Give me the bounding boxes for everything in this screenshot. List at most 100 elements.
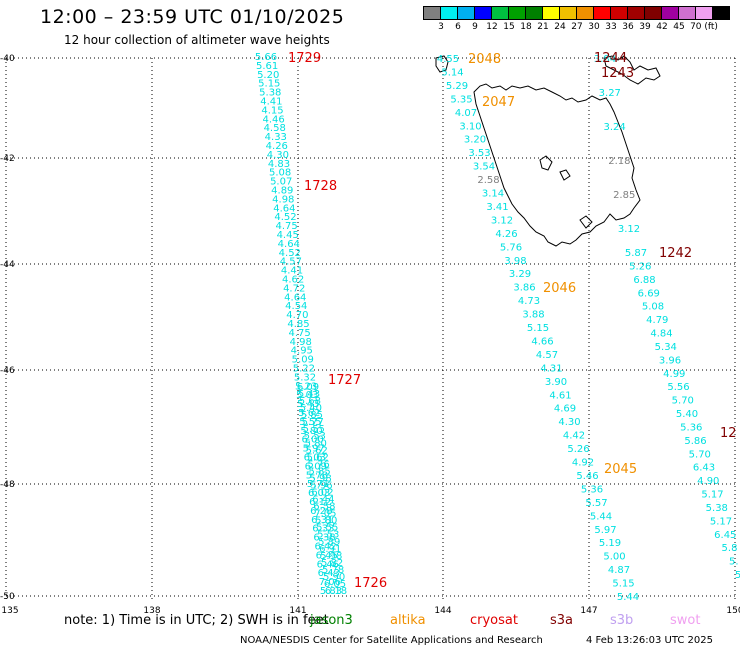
track-left-b-value: 6.09: [297, 382, 319, 393]
track-right-value: 5.: [729, 557, 739, 568]
track-left-a-value: 4.58: [264, 123, 286, 134]
king-island-outline: [435, 55, 449, 73]
track-left-a-value: 5.07: [270, 177, 292, 188]
track-left-b-value: 5.90: [323, 572, 345, 583]
track-left-a-value: 4.83: [268, 159, 290, 170]
track-left-a-value: 4.62: [282, 275, 304, 286]
wave-height-color-legend: [423, 6, 730, 20]
legend-label: 3: [438, 22, 444, 32]
longitude-label: 150: [726, 606, 740, 616]
track-left-a-value: 4.72: [283, 283, 305, 294]
track-left-a-value: 4.33: [265, 132, 287, 143]
legend-label: 70 (ft): [690, 22, 718, 32]
track-middle-value: 4.66: [531, 336, 553, 347]
track-right-top-value: 2.85: [613, 190, 635, 201]
track-left-a-value: 4.52: [279, 248, 301, 259]
track-left-a-value: 5.61: [256, 61, 278, 72]
track-right-value: 4.99: [663, 369, 685, 380]
track-right-value: 5.34: [655, 342, 677, 353]
track-left-a-value: 4.41: [260, 97, 282, 108]
track-right-value: 6.45: [714, 530, 736, 541]
track-left-a-value: 4.89: [271, 186, 293, 197]
latitude-label: -42: [0, 154, 15, 164]
track-right-value: 5.26: [629, 261, 651, 272]
track-right-value: 5.56: [667, 382, 689, 393]
track-middle-value: 3.20: [464, 135, 486, 146]
track-middle-value: 3.53: [468, 148, 490, 159]
track-left-a-value: 6.43: [318, 568, 340, 579]
track-right-value: 6.43: [693, 463, 715, 474]
satellite-legend-s3a: s3a: [550, 613, 574, 628]
track-left-a-value: 4.98: [272, 194, 294, 205]
altimeter-tracks: 5.665.615.205.155.384.414.154.464.584.33…: [255, 52, 740, 603]
track-middle-value: 5.15: [527, 323, 549, 334]
longitude-label: 135: [1, 606, 18, 616]
track-left-b-value: 5.40: [300, 403, 322, 414]
satellite-legend-swot: swot: [670, 613, 701, 628]
track-middle-value: 4.57: [536, 350, 558, 361]
track-middle-value: 5.57: [585, 498, 607, 509]
track-middle-value: 4.26: [495, 229, 517, 240]
latitude-label: -50: [0, 592, 15, 602]
legend-label: 33: [605, 22, 617, 32]
track-left-b-value: 6.02: [311, 488, 333, 499]
credit-line: NOAA/NESDIS Center for Satellite Applica…: [240, 635, 543, 646]
track-left-a-value: 5.66: [255, 52, 277, 63]
track-middle-value: 4.61: [549, 390, 571, 401]
track-right-value: 6.88: [633, 275, 655, 286]
track-left-b-value: 5.96: [310, 481, 332, 492]
satellite-legend-s3b: s3b: [610, 613, 634, 628]
track-left-b-value: 5.62: [307, 452, 329, 463]
track-right-value: 4.84: [650, 329, 672, 340]
legend-swatch-17: [712, 6, 730, 20]
track-middle-value: 5.97: [594, 525, 616, 536]
track-middle-value: 5.14: [441, 68, 463, 79]
track-left-b-value: 5.78: [322, 565, 344, 576]
track-left-b-value: 5.82: [321, 558, 343, 569]
pass-time-label: 1726: [354, 576, 387, 591]
pass-time-label: 2046: [543, 281, 576, 296]
track-right-value: 5.86: [684, 436, 706, 447]
track-left-a-value: 6.28: [310, 506, 332, 517]
track-right-value: 5.40: [676, 409, 698, 420]
track-middle-value: 5.44: [590, 511, 612, 522]
track-left-b-value: 5.55: [316, 523, 338, 534]
track-left-a-value: 4.41: [281, 266, 303, 277]
track-left-a-value: 5.32: [294, 372, 316, 383]
track-left-a-value: 6.03: [308, 488, 330, 499]
track-middle-value: 5.19: [599, 538, 621, 549]
satellite-legend-altika: altika: [390, 613, 426, 628]
track-left-b-value: 6.44: [312, 495, 334, 506]
track-left-a-value: 5.22: [293, 364, 315, 375]
track-left-a-value: 5.03: [296, 390, 318, 401]
track-left-b-value: 5.98: [309, 473, 331, 484]
track-left-b-value: 5.85: [308, 466, 330, 477]
track-left-b-value: 7.05: [314, 509, 336, 520]
legend-label: 9: [472, 22, 478, 32]
legend-label: 6: [455, 22, 461, 32]
track-right-top-value: 3.84: [594, 54, 616, 65]
track-right-top-value: 3.24: [603, 122, 625, 133]
track-left-a-value: 6.38: [313, 533, 335, 544]
track-left-b-value: 5.76: [307, 459, 329, 470]
track-right-value: 4.90: [697, 476, 719, 487]
track-right-top-value: 3.27: [599, 88, 621, 99]
lake-outline: [539, 155, 593, 229]
longitude-label: 138: [143, 606, 160, 616]
track-left-a-value: 4.98: [290, 337, 312, 348]
track-left-a-value: 5.97: [303, 444, 325, 455]
track-left-a-value: 5.20: [257, 70, 279, 81]
flinders-island-outline: [603, 55, 661, 85]
track-left-b-value: 5.77: [302, 417, 324, 428]
track-middle-value: 5.26: [567, 444, 589, 455]
track-left-b-value: 5.85: [301, 410, 323, 421]
track-middle-value: 3.54: [473, 162, 495, 173]
track-left-a-value: 6.12: [309, 497, 331, 508]
track-left-a-value: 4.30: [267, 150, 289, 161]
track-right-value: 5.17: [701, 490, 723, 501]
track-right-value: 5: [735, 570, 740, 581]
pass-time-label: 2048: [468, 52, 501, 67]
track-left-a-value: 5.78: [306, 470, 328, 481]
track-right-top-value: 3.12: [618, 224, 640, 235]
track-middle-value: 4.30: [558, 417, 580, 428]
